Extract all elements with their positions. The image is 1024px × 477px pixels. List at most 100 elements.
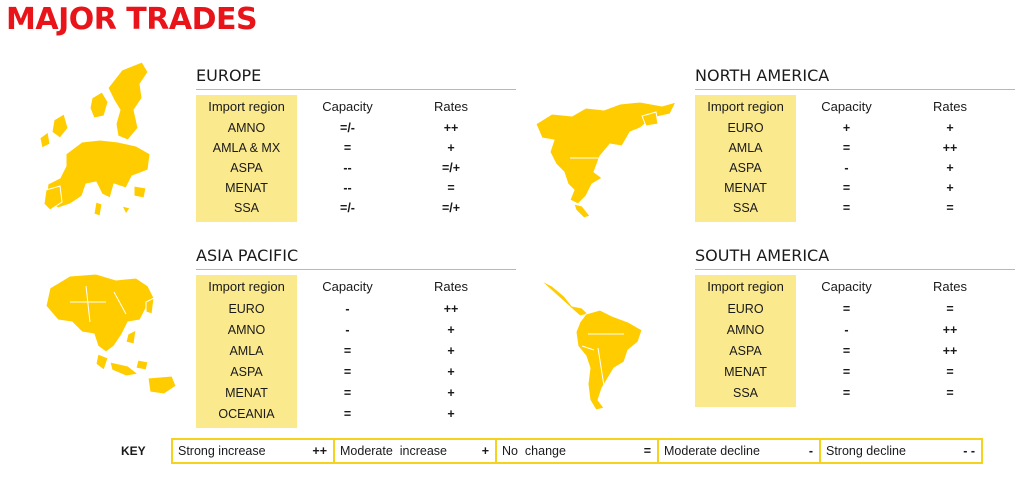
import-region-cell: ASPA bbox=[230, 161, 263, 175]
table-row: ASPA - + bbox=[695, 158, 1015, 178]
import-region-cell: SSA bbox=[732, 201, 758, 215]
region-title: SOUTH AMERICA bbox=[695, 246, 1015, 270]
key-item-symbol: = bbox=[643, 444, 651, 458]
table-row: AMLA & MX = + bbox=[196, 138, 516, 158]
import-region-header: Import region bbox=[208, 279, 285, 294]
region-title: EUROPE bbox=[196, 66, 516, 90]
table-row: AMNO =/- ++ bbox=[196, 118, 516, 138]
key-item-symbol: + bbox=[481, 444, 489, 458]
capacity-cell: - bbox=[844, 322, 849, 337]
rates-cell: ++ bbox=[443, 121, 459, 135]
capacity-cell: - bbox=[844, 161, 849, 175]
capacity-cell: = bbox=[842, 364, 851, 379]
page-title: MAJOR TRADES bbox=[6, 2, 258, 37]
trade-table: Import region Capacity Rates EURO + + AMLA… bbox=[695, 95, 1015, 222]
rates-cell: ++ bbox=[942, 343, 958, 358]
table-row: ASPA -- =/+ bbox=[196, 158, 516, 178]
import-region-cell: ASPA bbox=[230, 364, 263, 379]
import-region-cell: ASPA bbox=[729, 343, 762, 358]
capacity-cell: = bbox=[842, 385, 851, 400]
table-row: EURO + + bbox=[695, 118, 1015, 138]
rates-cell: = bbox=[946, 364, 954, 379]
capacity-cell: -- bbox=[343, 181, 352, 195]
rates-cell: ++ bbox=[942, 141, 958, 155]
rates-cell: + bbox=[946, 121, 954, 135]
key-legend: Strong increase ++ Moderate increase + N… bbox=[171, 438, 983, 464]
region-europe: EUROPE Import region Capacity Rates AMNO… bbox=[196, 66, 516, 222]
rates-header: Rates bbox=[933, 279, 967, 294]
import-region-cell: EURO bbox=[228, 301, 265, 316]
capacity-cell: - bbox=[345, 322, 350, 337]
rates-header: Rates bbox=[933, 99, 967, 114]
trade-table: Import region Capacity Rates EURO = = AMNO… bbox=[695, 275, 1015, 407]
rates-cell: + bbox=[447, 364, 455, 379]
import-region-cell: ASPA bbox=[729, 161, 762, 175]
table-row: MENAT -- = bbox=[196, 178, 516, 198]
key-item-symbol: - bbox=[808, 444, 813, 458]
region-title: ASIA PACIFIC bbox=[196, 246, 516, 270]
import-region-highlight bbox=[695, 95, 796, 222]
table-row: OCEANIA = + bbox=[196, 403, 516, 424]
capacity-cell: = bbox=[842, 301, 851, 316]
table-row: SSA = = bbox=[695, 198, 1015, 218]
import-region-cell: EURO bbox=[727, 301, 764, 316]
import-region-header: Import region bbox=[707, 279, 784, 294]
rates-cell: = bbox=[447, 181, 455, 195]
capacity-cell: =/- bbox=[340, 201, 355, 215]
rates-cell: = bbox=[946, 201, 954, 215]
import-region-highlight bbox=[196, 95, 297, 222]
rates-cell: ++ bbox=[443, 301, 459, 316]
region-title: NORTH AMERICA bbox=[695, 66, 1015, 90]
capacity-cell: = bbox=[343, 406, 352, 421]
rates-header: Rates bbox=[434, 99, 468, 114]
rates-cell: + bbox=[447, 141, 455, 155]
import-region-header: Import region bbox=[707, 99, 784, 114]
key-label: KEY bbox=[121, 444, 146, 458]
capacity-cell: = bbox=[343, 385, 352, 400]
key-item-symbol: ++ bbox=[312, 444, 327, 458]
capacity-header: Capacity bbox=[322, 279, 373, 294]
key-item-symbol: - - bbox=[963, 444, 975, 458]
region-south-america: SOUTH AMERICA Import region Capacity Rat… bbox=[695, 246, 1015, 407]
table-row: SSA = = bbox=[695, 382, 1015, 403]
table-row: AMNO - + bbox=[196, 319, 516, 340]
table-row: ASPA = ++ bbox=[695, 340, 1015, 361]
import-region-header: Import region bbox=[208, 99, 285, 114]
north-america-map-icon bbox=[530, 100, 680, 220]
rates-cell: ++ bbox=[942, 322, 958, 337]
region-asia-pacific: ASIA PACIFIC Import region Capacity Rate… bbox=[196, 246, 516, 428]
import-region-cell: EURO bbox=[727, 121, 764, 135]
capacity-cell: = bbox=[343, 343, 352, 358]
key-item-label: Moderate decline bbox=[664, 444, 760, 458]
rates-cell: = bbox=[946, 385, 954, 400]
trade-table: Import region Capacity Rates EURO - ++ AMN… bbox=[196, 275, 516, 428]
capacity-cell: = bbox=[842, 201, 851, 215]
key-item-no-change: No change = bbox=[497, 440, 659, 462]
capacity-cell: =/- bbox=[340, 121, 355, 135]
rates-cell: =/+ bbox=[441, 201, 461, 215]
rates-header: Rates bbox=[434, 279, 468, 294]
table-row: AMLA = ++ bbox=[695, 138, 1015, 158]
capacity-header: Capacity bbox=[821, 99, 872, 114]
table-row: MENAT = = bbox=[695, 361, 1015, 382]
key-item-moderate-decline: Moderate decline - bbox=[659, 440, 821, 462]
key-item-strong-decline: Strong decline - - bbox=[821, 440, 981, 462]
import-region-cell: MENAT bbox=[225, 181, 268, 195]
capacity-cell: = bbox=[842, 181, 851, 195]
rates-cell: + bbox=[946, 161, 954, 175]
south-america-map-icon bbox=[538, 276, 648, 411]
import-region-highlight bbox=[695, 275, 796, 407]
table-row: EURO - ++ bbox=[196, 298, 516, 319]
key-item-label: Strong increase bbox=[178, 444, 266, 458]
capacity-cell: - bbox=[345, 301, 350, 316]
key-item-label: Strong decline bbox=[826, 444, 906, 458]
import-region-cell: MENAT bbox=[724, 181, 767, 195]
import-region-cell: AMLA bbox=[728, 141, 763, 155]
capacity-cell: + bbox=[842, 121, 851, 135]
table-row: SSA =/- =/+ bbox=[196, 198, 516, 218]
import-region-cell: SSA bbox=[732, 385, 758, 400]
rates-cell: + bbox=[447, 406, 455, 421]
capacity-header: Capacity bbox=[322, 99, 373, 114]
rates-cell: + bbox=[447, 322, 455, 337]
import-region-cell: AMNO bbox=[227, 121, 266, 135]
